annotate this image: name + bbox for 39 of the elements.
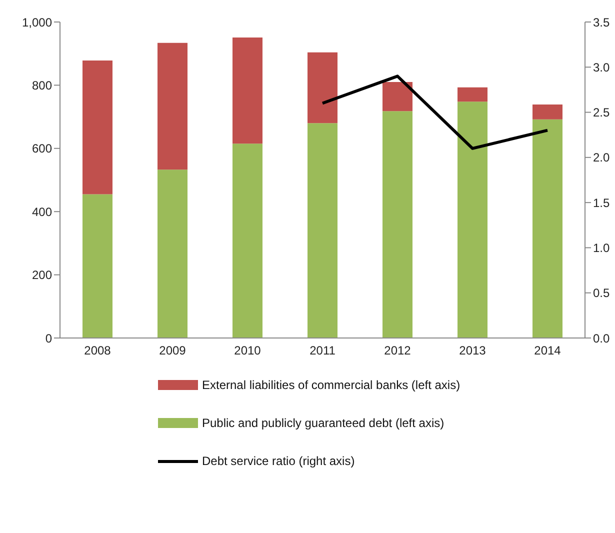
bar <box>308 52 338 124</box>
legend-label: Debt service ratio (right axis) <box>202 454 355 468</box>
x-tick-label: 2013 <box>459 344 486 358</box>
y2-tick-label: 3.5 <box>593 15 610 30</box>
x-tick-label: 2010 <box>234 344 262 358</box>
bar <box>458 102 488 338</box>
legend-label: Public and publicly guaranteed debt (left axis) <box>202 416 444 430</box>
x-tick-label: 2014 <box>534 344 562 358</box>
y2-tick-label: 0.5 <box>593 286 610 300</box>
bar <box>532 119 562 338</box>
bar <box>382 82 412 112</box>
y2-tick-label: 3.0 <box>593 60 610 74</box>
x-tick-label: 2011 <box>310 344 336 358</box>
bar <box>232 144 262 338</box>
y2-tick-label: 1.5 <box>593 196 610 210</box>
y-tick-label: 1,000 <box>22 15 52 30</box>
bar <box>308 123 338 338</box>
bar <box>158 170 188 338</box>
bar <box>82 194 112 338</box>
x-tick-label: 2008 <box>84 344 112 358</box>
y-tick-label: 400 <box>32 204 52 219</box>
bar <box>532 104 562 120</box>
y2-tick-label: 0.0 <box>593 331 610 346</box>
y-tick-label: 600 <box>32 142 52 156</box>
bar <box>82 60 112 194</box>
legend-label: External liabilities of commercial banks (left axis) <box>202 378 460 392</box>
bar <box>382 111 412 338</box>
y2-tick-label: 2.0 <box>593 150 610 165</box>
bar <box>232 37 262 144</box>
line-series <box>321 74 549 150</box>
x-tick-label: 2009 <box>159 344 186 358</box>
x-tick-label: 2012 <box>384 344 412 358</box>
y2-tick-label: 1.0 <box>593 240 610 255</box>
y-tick-label: 800 <box>32 78 52 92</box>
y-tick-label: 0 <box>45 331 52 346</box>
y-tick-label: 200 <box>32 268 52 282</box>
y2-tick-label: 2.5 <box>593 106 610 120</box>
bar <box>458 87 488 102</box>
bar <box>158 42 188 170</box>
